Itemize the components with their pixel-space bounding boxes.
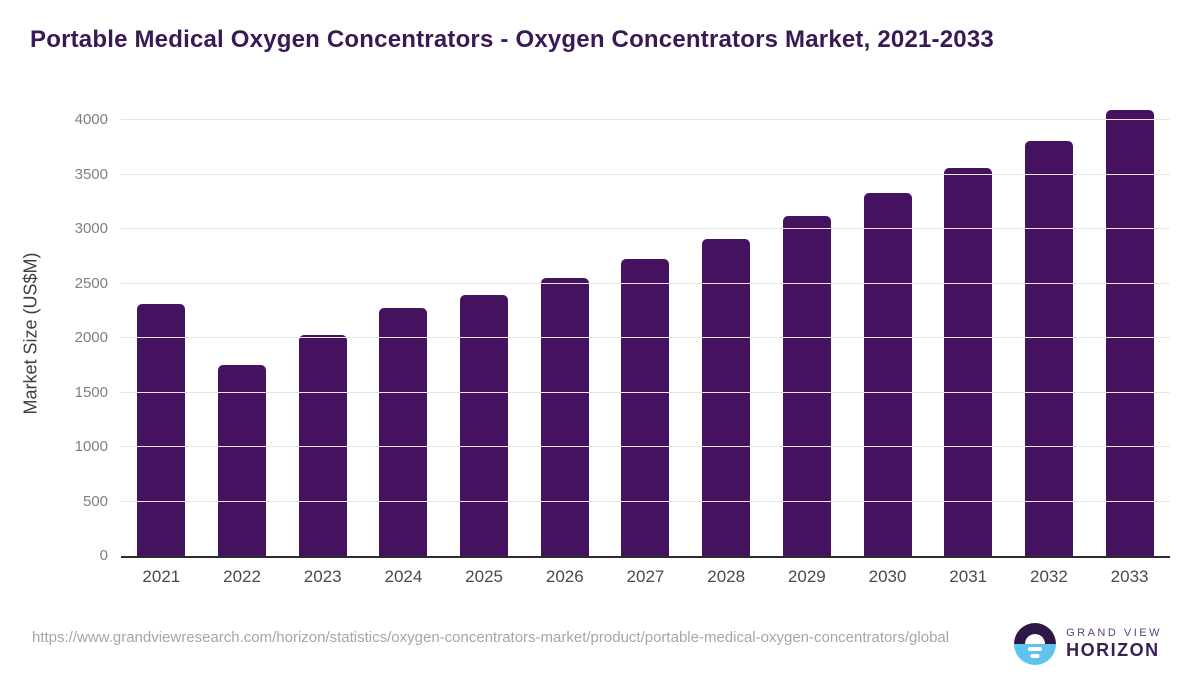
bar-2029	[782, 216, 831, 556]
y-tick-label-4000: 4000	[74, 111, 108, 128]
x-tick-label-2026: 2026	[545, 567, 584, 586]
bar-column-2021	[121, 108, 202, 556]
source-url: https://www.grandviewresearch.com/horizo…	[32, 629, 950, 646]
x-tick-label-2030: 2030	[868, 567, 907, 586]
gridline-3000	[121, 228, 1170, 229]
y-tick-label-3500: 3500	[74, 165, 108, 183]
bar-2030	[863, 193, 912, 556]
chart-title: Portable Medical Oxygen Concentrators - …	[30, 26, 994, 53]
bar-column-2030	[847, 108, 928, 556]
x-tick-label-2029: 2029	[787, 567, 826, 586]
bar-column-2031	[928, 108, 1009, 556]
logo-text: GRAND VIEW HORIZON	[1066, 627, 1162, 661]
bar-2025	[460, 294, 509, 556]
bar-column-2032	[1009, 108, 1090, 556]
y-tick-label-1500: 1500	[74, 383, 108, 401]
gridline-3500	[121, 173, 1170, 175]
bar-2032	[1024, 140, 1073, 556]
x-tick-label-2023: 2023	[303, 567, 342, 586]
bar-2021	[137, 304, 186, 556]
reflection-bar-2	[1030, 654, 1040, 658]
y-tick-label-2500: 2500	[74, 274, 108, 292]
x-tick-label-2022: 2022	[223, 567, 261, 586]
bars-row	[121, 108, 1170, 556]
x-tick-label-2033: 2033	[1110, 567, 1149, 586]
bar-column-2022	[202, 108, 283, 556]
bar-column-2025	[444, 108, 525, 556]
gridline-1000	[121, 446, 1170, 447]
bar-2026	[540, 277, 589, 556]
bar-2027	[621, 258, 670, 556]
sun-dome-shape	[1025, 634, 1046, 644]
bar-2022	[218, 365, 267, 556]
bar-column-2033	[1089, 108, 1170, 556]
horizon-sun-icon	[1014, 623, 1057, 665]
bar-column-2024	[363, 108, 444, 556]
x-tick-label-2025: 2025	[465, 567, 503, 586]
x-tick-label-2027: 2027	[626, 567, 665, 586]
y-tick-label-500: 500	[82, 492, 108, 510]
logo-brand-line: GRAND VIEW	[1066, 627, 1162, 639]
x-tick-label-2032: 2032	[1029, 567, 1068, 586]
gridline-4000	[121, 119, 1170, 120]
bar-column-2026	[524, 108, 605, 556]
bar-2033	[1105, 110, 1154, 556]
bar-column-2027	[605, 108, 686, 556]
y-tick-label-0: 0	[99, 547, 108, 564]
x-tick-label-2024: 2024	[384, 567, 423, 586]
grand-view-horizon-logo: GRAND VIEW HORIZON	[1014, 622, 1162, 666]
reflection-bar-1	[1028, 647, 1043, 651]
logo-product-line: HORIZON	[1066, 640, 1160, 660]
bar-2024	[379, 308, 428, 556]
bar-column-2023	[282, 108, 363, 556]
bar-2031	[944, 167, 993, 556]
gridline-2500	[121, 282, 1170, 284]
gridline-2000	[121, 337, 1170, 338]
gridline-1500	[121, 391, 1170, 393]
bar-column-2029	[767, 108, 848, 556]
x-tick-label-2031: 2031	[949, 567, 988, 586]
x-axis-labels: 2021 2022 2023 2024 2025 2026 2027 2028 2029 2030…	[121, 567, 1170, 587]
bar-2028	[702, 238, 751, 556]
bar-2023	[298, 335, 347, 556]
bar-column-2028	[686, 108, 767, 556]
x-tick-label-2021: 2021	[142, 567, 181, 586]
plot-area: 0 500 1000 1500 2000 2500 3000 3500 4000	[75, 108, 1170, 564]
y-tick-label-2000: 2000	[74, 329, 108, 346]
gridline-500	[121, 500, 1170, 502]
y-tick-label-1000: 1000	[74, 438, 108, 455]
y-tick-label-3000: 3000	[74, 220, 108, 237]
x-tick-label-2028: 2028	[707, 567, 746, 586]
